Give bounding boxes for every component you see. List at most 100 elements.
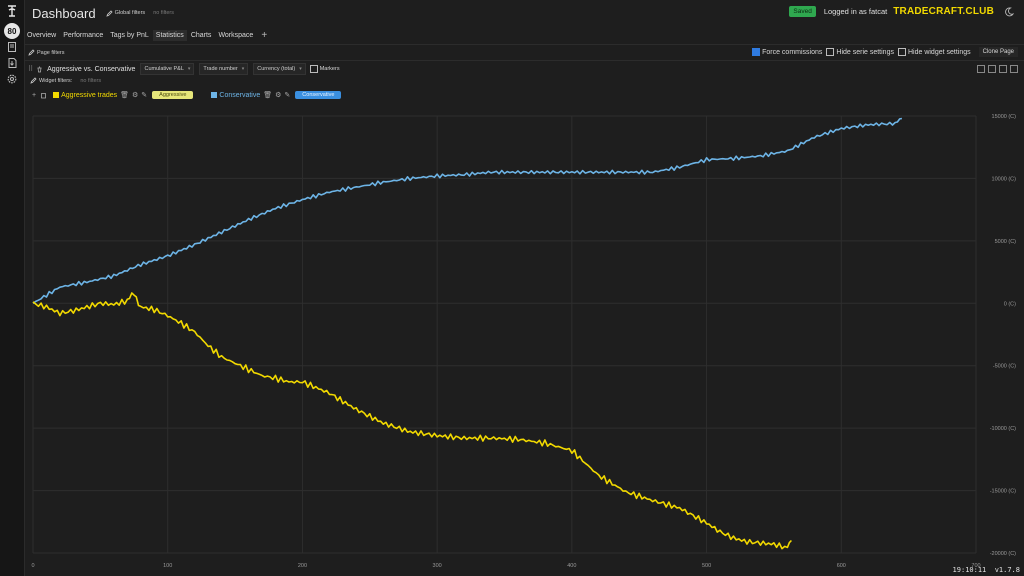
tab-performance[interactable]: Performance: [63, 31, 104, 39]
y-tick-label: 5000 (C): [995, 239, 1017, 245]
x-tick-label: 700: [971, 563, 980, 569]
trash-icon[interactable]: [36, 66, 43, 73]
series-tag-pill[interactable]: Conservative: [295, 91, 342, 99]
series-line-aggressive: [32, 292, 792, 550]
gear-icon[interactable]: ⚙: [275, 92, 282, 99]
pencil-icon[interactable]: ✎: [284, 92, 291, 99]
page-title: Dashboard: [32, 5, 96, 21]
series-color-swatch[interactable]: [53, 92, 60, 98]
metric-select-value: Cumulative P&L: [144, 66, 184, 72]
checkbox-icon: [309, 65, 318, 73]
widget-toolbar: ⠿ Aggressive vs. Conservative Cumulative…: [28, 63, 1018, 75]
hide-widget-settings-checkbox[interactable]: Hide widget settings: [897, 48, 971, 56]
unit-select[interactable]: Currency (total) ▾: [253, 63, 306, 75]
tab-statistics[interactable]: Statistics: [152, 29, 187, 41]
sidebar-rail: 80: [0, 0, 25, 576]
x-tick-label: 300: [433, 563, 442, 569]
series-tag-pill[interactable]: Aggressive: [152, 91, 194, 99]
chevron-down-icon: ▾: [299, 66, 302, 72]
split-view-icon[interactable]: [988, 65, 996, 73]
force-commissions-label: Force commissions: [762, 48, 823, 56]
copy-icon[interactable]: [40, 92, 47, 99]
app-logo-icon[interactable]: [5, 4, 19, 18]
x-axis-select[interactable]: Trade number ▾: [199, 63, 249, 75]
x-tick-label: 100: [163, 563, 172, 569]
grid-layout-icon[interactable]: [977, 65, 985, 73]
series-item-aggressive[interactable]: Aggressive trades 🗑 ⚙ ✎ Aggressive: [53, 91, 194, 99]
clock-time: 19:10:11: [952, 566, 987, 574]
pencil-icon: [105, 9, 113, 17]
global-filters-label: Global filters: [114, 10, 146, 16]
trash-icon[interactable]: 🗑: [263, 92, 273, 99]
x-tick-label: 400: [567, 563, 576, 569]
series-name: Conservative: [219, 91, 261, 99]
x-axis-select-value: Trade number: [203, 66, 238, 72]
user-badge[interactable]: 80: [4, 23, 20, 39]
chart-widget: ⠿ Aggressive vs. Conservative Cumulative…: [28, 61, 1024, 576]
tab-workspace[interactable]: Workspace: [218, 31, 254, 39]
y-tick-label: 0 (C): [1004, 301, 1016, 307]
x-tick-label: 500: [702, 563, 711, 569]
add-series-icon[interactable]: +: [32, 91, 37, 99]
widget-window-controls: [974, 65, 1018, 73]
series-item-conservative[interactable]: Conservative 🗑 ⚙ ✎ Conservative: [211, 91, 342, 99]
page-filters-label: Page filters: [37, 49, 65, 56]
expand-icon[interactable]: [1010, 65, 1018, 73]
moon-icon[interactable]: [1004, 7, 1014, 17]
series-name: Aggressive trades: [61, 91, 118, 99]
settings-gear-icon[interactable]: [6, 73, 18, 85]
hide-serie-settings-checkbox[interactable]: Hide serie settings: [826, 48, 894, 56]
y-tick-label: -20000 (C): [990, 551, 1016, 557]
series-color-swatch[interactable]: [211, 92, 218, 98]
widget-title[interactable]: Aggressive vs. Conservative: [47, 65, 136, 73]
drag-handle-icon[interactable]: ⠿: [28, 66, 34, 73]
series-line-conservative: [32, 117, 903, 304]
journal-icon[interactable]: [6, 41, 18, 53]
pencil-icon[interactable]: ✎: [141, 92, 148, 99]
brand-logo[interactable]: TRADECRAFT.CLUB: [893, 6, 994, 17]
series-legend: + Aggressive trades 🗑 ⚙ ✎ Aggressive Con…: [32, 91, 342, 99]
chevron-down-icon: ▾: [241, 66, 245, 72]
header-bar: Dashboard Global filters no filters Save…: [24, 0, 1024, 26]
y-tick-label: -5000 (C): [993, 364, 1016, 370]
gear-icon[interactable]: ⚙: [132, 92, 139, 99]
clone-page-button[interactable]: Clone Page: [978, 47, 1018, 57]
global-filters-value: no filters: [153, 10, 174, 16]
chevron-down-icon: ▾: [187, 66, 191, 72]
x-tick-label: 200: [298, 563, 307, 569]
hide-widget-settings-label: Hide widget settings: [907, 48, 971, 56]
checkbox-icon: [826, 48, 835, 56]
widget-filters-label: Widget filters:: [39, 77, 73, 84]
checkbox-checked-icon: [752, 48, 761, 56]
cumulative-pnl-chart[interactable]: 0 100 200 300 400 500 600 700 15000 (C) 10000 (C)…: [28, 111, 1018, 576]
force-commissions-checkbox[interactable]: Force commissions: [752, 48, 822, 56]
import-icon[interactable]: [6, 57, 18, 69]
markers-checkbox[interactable]: Markers: [309, 65, 340, 73]
x-tick-label: 0: [31, 563, 34, 569]
minimize-icon[interactable]: [999, 65, 1007, 73]
status-clock: 19:10:11 v1.7.8: [953, 566, 1020, 574]
global-filters[interactable]: Global filters no filters: [105, 9, 174, 17]
tab-overview[interactable]: Overview: [27, 31, 57, 39]
widget-filters[interactable]: Widget filters: no filters: [30, 77, 101, 84]
hide-serie-settings-label: Hide serie settings: [836, 48, 894, 56]
widget-filters-value: no filters: [80, 77, 102, 84]
tab-tags-by-pnl[interactable]: Tags by PnL: [110, 31, 149, 39]
logged-in-text: Logged in as fatcat: [823, 7, 888, 16]
metric-select[interactable]: Cumulative P&L ▾: [140, 63, 195, 75]
trash-icon[interactable]: 🗑: [120, 92, 130, 99]
y-tick-label: 10000 (C): [992, 176, 1017, 182]
tab-charts[interactable]: Charts: [190, 31, 212, 39]
y-tick-label: -15000 (C): [990, 489, 1016, 495]
add-tab-button[interactable]: +: [261, 29, 268, 41]
pencil-icon: [30, 77, 37, 84]
checkbox-icon: [897, 48, 906, 56]
page-tabs: Overview Performance Tags by PnL Statist…: [24, 28, 1024, 42]
page-filters[interactable]: Page filters: [28, 49, 65, 56]
saved-badge: Saved: [789, 6, 816, 17]
app-version: v1.7.8: [994, 566, 1020, 574]
y-tick-label: 15000 (C): [992, 114, 1017, 120]
pencil-icon: [28, 49, 35, 56]
y-tick-label: -10000 (C): [990, 426, 1016, 432]
markers-label: Markers: [319, 66, 340, 72]
